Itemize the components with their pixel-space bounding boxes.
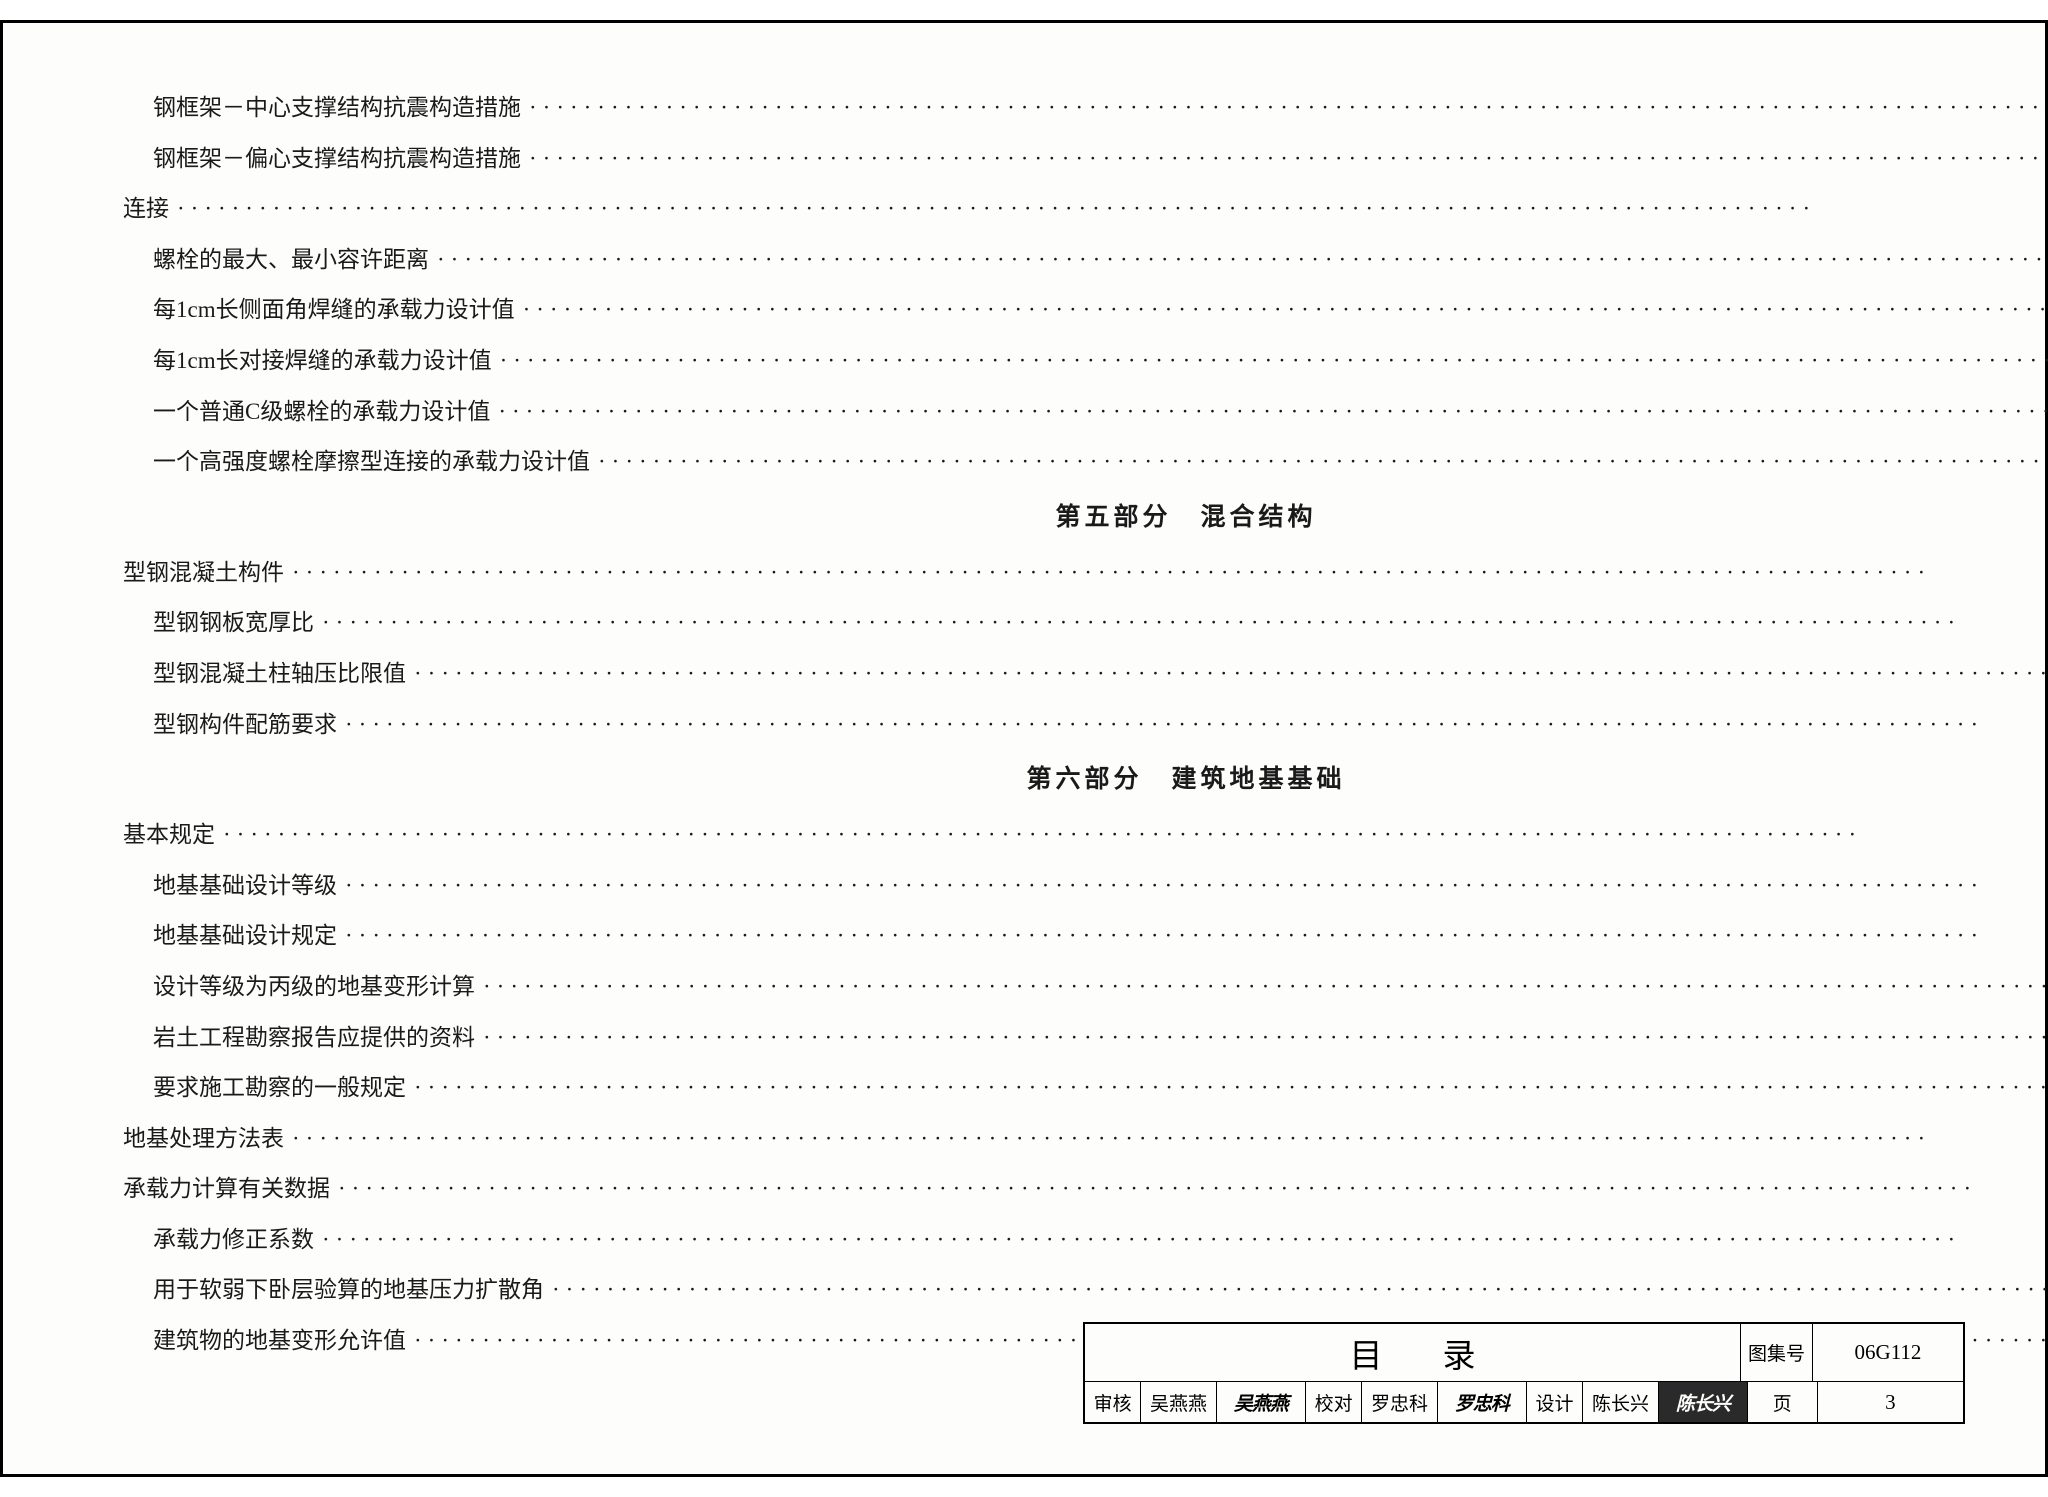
review-label: 审核 <box>1085 1382 1141 1422</box>
toc-entry: 连接······································… <box>83 184 2048 235</box>
check-name: 罗忠科 <box>1362 1382 1438 1422</box>
toc-content: 钢框架－中心支撑结构抗震构造措施························… <box>83 83 1965 1314</box>
toc-entry: 型钢钢板宽厚比·································… <box>83 598 2048 649</box>
toc-leader-dots: ········································… <box>429 235 2048 286</box>
toc-leader-dots: ········································… <box>215 810 2048 861</box>
toc-entry-text: 岩土工程勘察报告应提供的资料 <box>153 1013 475 1064</box>
toc-entry: 基本规定····································… <box>83 810 2048 861</box>
toc-entry: 钢框架－偏心支撑结构抗震构造措施························… <box>83 134 2048 185</box>
check-signature: 罗忠科 <box>1438 1382 1527 1422</box>
toc-entry-text: 一个普通C级螺栓的承载力设计值 <box>153 387 490 438</box>
toc-entry: 承载力计算有关数据·······························… <box>83 1164 2048 1215</box>
review-name: 吴燕燕 <box>1141 1382 1217 1422</box>
toc-entry: 每1cm长对接焊缝的承载力设计值························… <box>83 336 2048 387</box>
title-block-row-top: 目录 图集号 06G112 <box>1085 1324 1963 1382</box>
title-block-row-bottom: 审核 吴燕燕 吴燕燕 校对 罗忠科 罗忠科 设计 陈长兴 陈长兴 页 3 <box>1085 1382 1963 1422</box>
toc-entry-text: 型钢混凝土构件 <box>123 548 284 599</box>
toc-leader-dots: ········································… <box>521 134 2048 185</box>
toc-leader-dots: ········································… <box>284 548 2048 599</box>
title-block: 目录 图集号 06G112 审核 吴燕燕 吴燕燕 校对 罗忠科 罗忠科 设计 陈… <box>1083 1322 1965 1424</box>
toc-leader-dots: ········································… <box>406 1063 2048 1114</box>
toc-entry-text: 螺栓的最大、最小容许距离 <box>153 235 429 286</box>
toc-entry-text: 连接 <box>123 184 169 235</box>
atlas-number-value: 06G112 <box>1813 1324 1963 1381</box>
toc-entry: 承载力修正系数·································… <box>83 1215 2048 1266</box>
toc-entry-text: 钢框架－中心支撑结构抗震构造措施 <box>153 83 521 134</box>
toc-leader-dots: ········································… <box>169 184 2048 235</box>
toc-entry-text: 承载力修正系数 <box>153 1215 314 1266</box>
toc-entry: 每1cm长侧面角焊缝的承载力设计值·······················… <box>83 285 2048 336</box>
design-label: 设计 <box>1527 1382 1583 1422</box>
toc-entry: 地基处理方法表·································… <box>83 1114 2048 1165</box>
check-label: 校对 <box>1306 1382 1362 1422</box>
document-title: 目录 <box>1085 1324 1741 1381</box>
toc-entry: 型钢构件配筋要求································… <box>83 700 2048 751</box>
toc-entry: 地基基础设计等级································… <box>83 861 2048 912</box>
toc-entry: 钢框架－中心支撑结构抗震构造措施························… <box>83 83 2048 134</box>
toc-entry-text: 一个高强度螺栓摩擦型连接的承载力设计值 <box>153 437 590 488</box>
toc-left-column: 钢框架－中心支撑结构抗震构造措施························… <box>83 83 2048 1314</box>
toc-entry-text: 地基处理方法表 <box>123 1114 284 1165</box>
toc-entry: 地基基础设计规定································… <box>83 911 2048 962</box>
design-name: 陈长兴 <box>1583 1382 1659 1422</box>
toc-entry-text: 型钢构件配筋要求 <box>153 700 337 751</box>
toc-entry-text: 设计等级为丙级的地基变形计算 <box>153 962 475 1013</box>
toc-leader-dots: ········································… <box>475 1013 2048 1064</box>
toc-entry: 用于软弱下卧层验算的地基压力扩散角·······················… <box>83 1265 2048 1316</box>
toc-entry-text: 用于软弱下卧层验算的地基压力扩散角 <box>153 1265 544 1316</box>
toc-leader-dots: ········································… <box>475 962 2048 1013</box>
toc-leader-dots: ········································… <box>515 285 2048 336</box>
toc-entry: 一个高强度螺栓摩擦型连接的承载力设计值·····················… <box>83 437 2048 488</box>
toc-leader-dots: ········································… <box>284 1114 2048 1165</box>
section-heading: 第五部分 混合结构 <box>83 488 2048 548</box>
toc-entry: 螺栓的最大、最小容许距离····························… <box>83 235 2048 286</box>
toc-leader-dots: ········································… <box>492 336 2048 387</box>
toc-leader-dots: ········································… <box>314 1215 2048 1266</box>
toc-entry: 设计等级为丙级的地基变形计算··························… <box>83 962 2048 1013</box>
page-label: 页 <box>1748 1382 1818 1422</box>
toc-entry-text: 每1cm长对接焊缝的承载力设计值 <box>153 336 492 387</box>
toc-entry-text: 地基基础设计等级 <box>153 861 337 912</box>
toc-entry-text: 型钢钢板宽厚比 <box>153 598 314 649</box>
toc-leader-dots: ········································… <box>406 649 2048 700</box>
toc-leader-dots: ········································… <box>490 387 2048 438</box>
page-frame: 钢框架－中心支撑结构抗震构造措施························… <box>0 20 2048 1477</box>
toc-entry-text: 基本规定 <box>123 810 215 861</box>
toc-leader-dots: ········································… <box>544 1265 2048 1316</box>
toc-entry-text: 承载力计算有关数据 <box>123 1164 330 1215</box>
page-number: 3 <box>1818 1382 1963 1422</box>
toc-leader-dots: ········································… <box>521 83 2048 134</box>
toc-entry-text: 每1cm长侧面角焊缝的承载力设计值 <box>153 285 515 336</box>
toc-entry: 型钢混凝土构件·································… <box>83 548 2048 599</box>
toc-leader-dots: ········································… <box>590 437 2048 488</box>
toc-entry-text: 要求施工勘察的一般规定 <box>153 1063 406 1114</box>
toc-entry-text: 钢框架－偏心支撑结构抗震构造措施 <box>153 134 521 185</box>
section-heading: 第六部分 建筑地基基础 <box>83 750 2048 810</box>
toc-leader-dots: ········································… <box>330 1164 2048 1215</box>
toc-entry: 一个普通C级螺栓的承载力设计值·························… <box>83 387 2048 438</box>
toc-entry-text: 地基基础设计规定 <box>153 911 337 962</box>
design-signature: 陈长兴 <box>1659 1382 1748 1422</box>
toc-leader-dots: ········································… <box>314 598 2048 649</box>
toc-leader-dots: ········································… <box>337 700 2048 751</box>
toc-entry: 岩土工程勘察报告应提供的资料··························… <box>83 1013 2048 1064</box>
toc-leader-dots: ········································… <box>337 861 2048 912</box>
toc-leader-dots: ········································… <box>337 911 2048 962</box>
review-signature: 吴燕燕 <box>1217 1382 1306 1422</box>
toc-entry-text: 建筑物的地基变形允许值 <box>153 1316 406 1367</box>
toc-entry-text: 型钢混凝土柱轴压比限值 <box>153 649 406 700</box>
atlas-number-label: 图集号 <box>1741 1324 1813 1381</box>
toc-entry: 型钢混凝土柱轴压比限值·····························… <box>83 649 2048 700</box>
toc-entry: 要求施工勘察的一般规定·····························… <box>83 1063 2048 1114</box>
